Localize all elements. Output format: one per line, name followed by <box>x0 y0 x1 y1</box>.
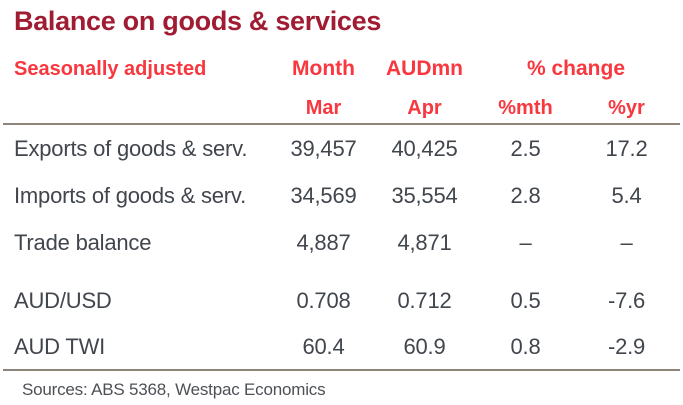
header-apr: Apr <box>407 97 442 119</box>
cell-mar: 39,457 <box>290 135 357 161</box>
cell-apr: 0.712 <box>397 287 452 313</box>
cell-pct-yr: -7.6 <box>607 287 646 313</box>
header-month: Month <box>292 57 355 80</box>
cell-pct-yr: 17.2 <box>605 135 648 161</box>
table-row-imports: Imports of goods & serv. 34,569 35,554 2… <box>3 172 680 219</box>
table-row-exports: Exports of goods & serv. 39,457 40,425 2… <box>3 125 680 172</box>
sources-note: Sources: ABS 5368, Westpac Economics <box>22 380 326 399</box>
data-table: Seasonally adjusted Month AUDmn % change… <box>3 57 680 369</box>
table-header-group-row: Seasonally adjusted Month AUDmn % change <box>3 57 680 81</box>
cell-mar: 0.708 <box>296 287 351 313</box>
header-audmn: AUDmn <box>386 57 463 80</box>
cell-apr: 35,554 <box>391 182 458 208</box>
cell-pct-yr: – <box>620 229 633 255</box>
row-group-spacer <box>3 266 680 277</box>
row-label: Trade balance <box>14 229 152 255</box>
table-row-aud-twi: AUD TWI 60.4 60.9 0.8 -2.9 <box>3 324 680 369</box>
header-seasonally-adjusted: Seasonally adjusted <box>14 58 207 80</box>
header-pct-mth: %mth <box>498 97 553 119</box>
header-pct-change: % change <box>526 57 626 80</box>
cell-mar: 4,887 <box>296 229 351 255</box>
table-header-sub-row: Mar Apr %mth %yr <box>3 97 680 125</box>
cell-apr: 40,425 <box>391 135 458 161</box>
row-label: AUD/USD <box>14 287 112 313</box>
cell-pct-yr: 5.4 <box>611 182 642 208</box>
row-label: AUD TWI <box>14 333 106 359</box>
bottom-divider <box>3 369 680 371</box>
cell-pct-mth: 2.8 <box>510 182 541 208</box>
cell-pct-yr: -2.9 <box>607 333 646 359</box>
cell-pct-mth: – <box>519 229 532 255</box>
cell-mar: 60.4 <box>302 333 345 359</box>
cell-pct-mth: 0.8 <box>510 333 541 359</box>
page-title: Balance on goods & services <box>14 6 382 36</box>
cell-apr: 4,871 <box>397 229 452 255</box>
cell-pct-mth: 0.5 <box>510 287 541 313</box>
header-mar: Mar <box>305 97 342 119</box>
row-label: Exports of goods & serv. <box>14 135 248 161</box>
header-pct-yr: %yr <box>608 97 645 119</box>
row-label: Imports of goods & serv. <box>14 182 247 208</box>
cell-apr: 60.9 <box>403 333 446 359</box>
cell-pct-mth: 2.5 <box>510 135 541 161</box>
cell-mar: 34,569 <box>290 182 357 208</box>
table-row-trade-balance: Trade balance 4,887 4,871 – – <box>3 219 680 266</box>
table-row-aud-usd: AUD/USD 0.708 0.712 0.5 -7.6 <box>3 277 680 324</box>
